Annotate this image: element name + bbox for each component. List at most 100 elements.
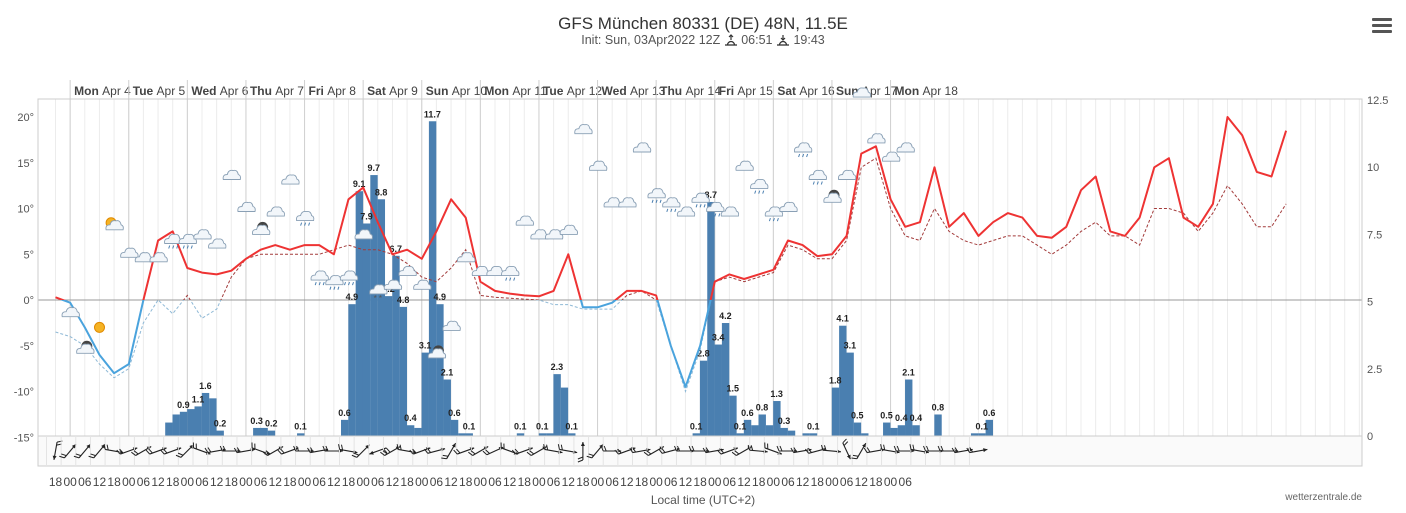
hour-tick-label: 00 [122, 475, 136, 489]
wind-feathers [204, 447, 212, 453]
x-axis-hours: 18 00 06 12 18 00 06 12 18 00 06 12 18 00 06 12 18 00 06 12… [49, 475, 912, 489]
sunset-time: 19:43 [793, 33, 825, 47]
precip-label: 2.8 [697, 349, 710, 359]
hour-tick-label: 18 [283, 475, 297, 489]
precip-bar [362, 223, 371, 436]
night-cloud-icon [251, 221, 271, 235]
precip-label: 8.7 [704, 190, 717, 200]
y-tick-label: 20° [17, 112, 34, 124]
cloud-shape [76, 343, 95, 354]
rain-drops [768, 217, 779, 222]
wind-feathers [88, 453, 96, 459]
hour-tick-label: 18 [576, 475, 590, 489]
cloud-shape [588, 160, 608, 171]
wind-head [86, 444, 91, 449]
precip-bar [253, 427, 261, 436]
wind-barb [966, 447, 988, 454]
rain-cloud-icon [764, 206, 784, 222]
wind-feathers [820, 444, 827, 451]
cloud-shape [178, 233, 197, 244]
wind-head [733, 447, 738, 452]
cloud-shape [105, 220, 124, 231]
hour-tick-label: 06 [254, 475, 268, 489]
cloud-icon [383, 279, 403, 290]
precip-bar [399, 306, 407, 436]
cloud-icon [720, 206, 740, 217]
hour-tick-label: 06 [664, 475, 678, 489]
precip-bar [729, 395, 737, 436]
hour-tick-label: 18 [752, 475, 766, 489]
hour-tick-label: 12 [444, 475, 458, 489]
wind-feathers [863, 447, 871, 453]
precip-bar [553, 374, 561, 436]
hour-tick-label: 00 [181, 475, 195, 489]
cloud-icon [852, 87, 871, 98]
hour-tick-label: 18 [869, 475, 883, 489]
day-label: Sat Apr 16 [777, 84, 835, 98]
cloud-icon [735, 160, 754, 171]
precip-bar [421, 352, 429, 436]
y2-tick-label: 2.5 [1367, 364, 1382, 376]
wind-barb [73, 443, 92, 459]
y2-tick-label: 10 [1367, 162, 1379, 174]
wind-feathers [557, 444, 563, 451]
precip-label: 2.3 [551, 362, 564, 372]
sun-icon [94, 321, 105, 333]
cloud-shape [544, 229, 564, 240]
precip-bar [267, 430, 276, 436]
wind-head [469, 447, 475, 452]
precip-labels: 0.91.11.60.20.30.20.10.64.99.17.99.78.85… [177, 109, 995, 431]
precip-bar [187, 409, 195, 436]
rain-cloud-icon [691, 192, 710, 208]
hour-tick-label: 18 [166, 475, 180, 489]
cloud-shape [559, 224, 578, 235]
rain-cloud-icon [501, 265, 520, 281]
rain-cloud-icon [339, 270, 359, 286]
sunrise-icon [724, 34, 737, 46]
wind-head [451, 443, 456, 448]
wind-feathers [937, 445, 944, 452]
precip-label: 7.9 [360, 211, 373, 221]
wind-head [983, 448, 988, 453]
cloud-icon [881, 151, 901, 162]
cloud-icon [837, 169, 857, 180]
y-tick-label: -5° [20, 341, 34, 353]
hour-tick-label: 18 [811, 475, 825, 489]
precip-bar [736, 433, 744, 436]
precip-label: 0.2 [214, 419, 227, 429]
cloud-icon [559, 224, 578, 235]
cloud-shape [61, 307, 80, 318]
precip-bar [436, 304, 444, 436]
precip-bar [707, 201, 715, 436]
hour-tick-label: 12 [679, 475, 693, 489]
rain-drops [505, 277, 516, 281]
wind-barb [441, 442, 457, 460]
weather-icons: * * [61, 87, 915, 359]
hour-tick-label: 12 [562, 475, 576, 489]
wind-row [37, 435, 1363, 467]
cloud-icon [266, 206, 285, 217]
chart-menu-button[interactable] [1372, 18, 1392, 34]
hour-tick-label: 18 [49, 475, 63, 489]
wind-feathers [909, 444, 915, 451]
cloud-shape [676, 206, 696, 217]
wind-feathers [893, 445, 900, 452]
precip-label: 4.8 [397, 295, 410, 305]
hour-tick-label: 06 [899, 475, 913, 489]
hour-tick-label: 18 [693, 475, 707, 489]
precip-bar [165, 422, 173, 436]
precip-bar [839, 325, 847, 436]
hour-tick-label: 12 [503, 475, 517, 489]
wind-feathers [688, 445, 695, 452]
precip-label: 0.4 [404, 413, 417, 423]
hour-tick-label: 06 [137, 475, 151, 489]
cloud-shape [427, 348, 447, 359]
rain-drops [651, 199, 662, 203]
night-cloud-icon [427, 345, 447, 359]
cloud-shape [823, 192, 842, 203]
precip-bar [809, 433, 818, 436]
wind-feathers [351, 452, 360, 458]
credit-text[interactable]: wetterzentrale.de [1285, 492, 1362, 503]
rain-cloud-icon [178, 233, 197, 249]
precip-label: 0.1 [463, 421, 476, 431]
